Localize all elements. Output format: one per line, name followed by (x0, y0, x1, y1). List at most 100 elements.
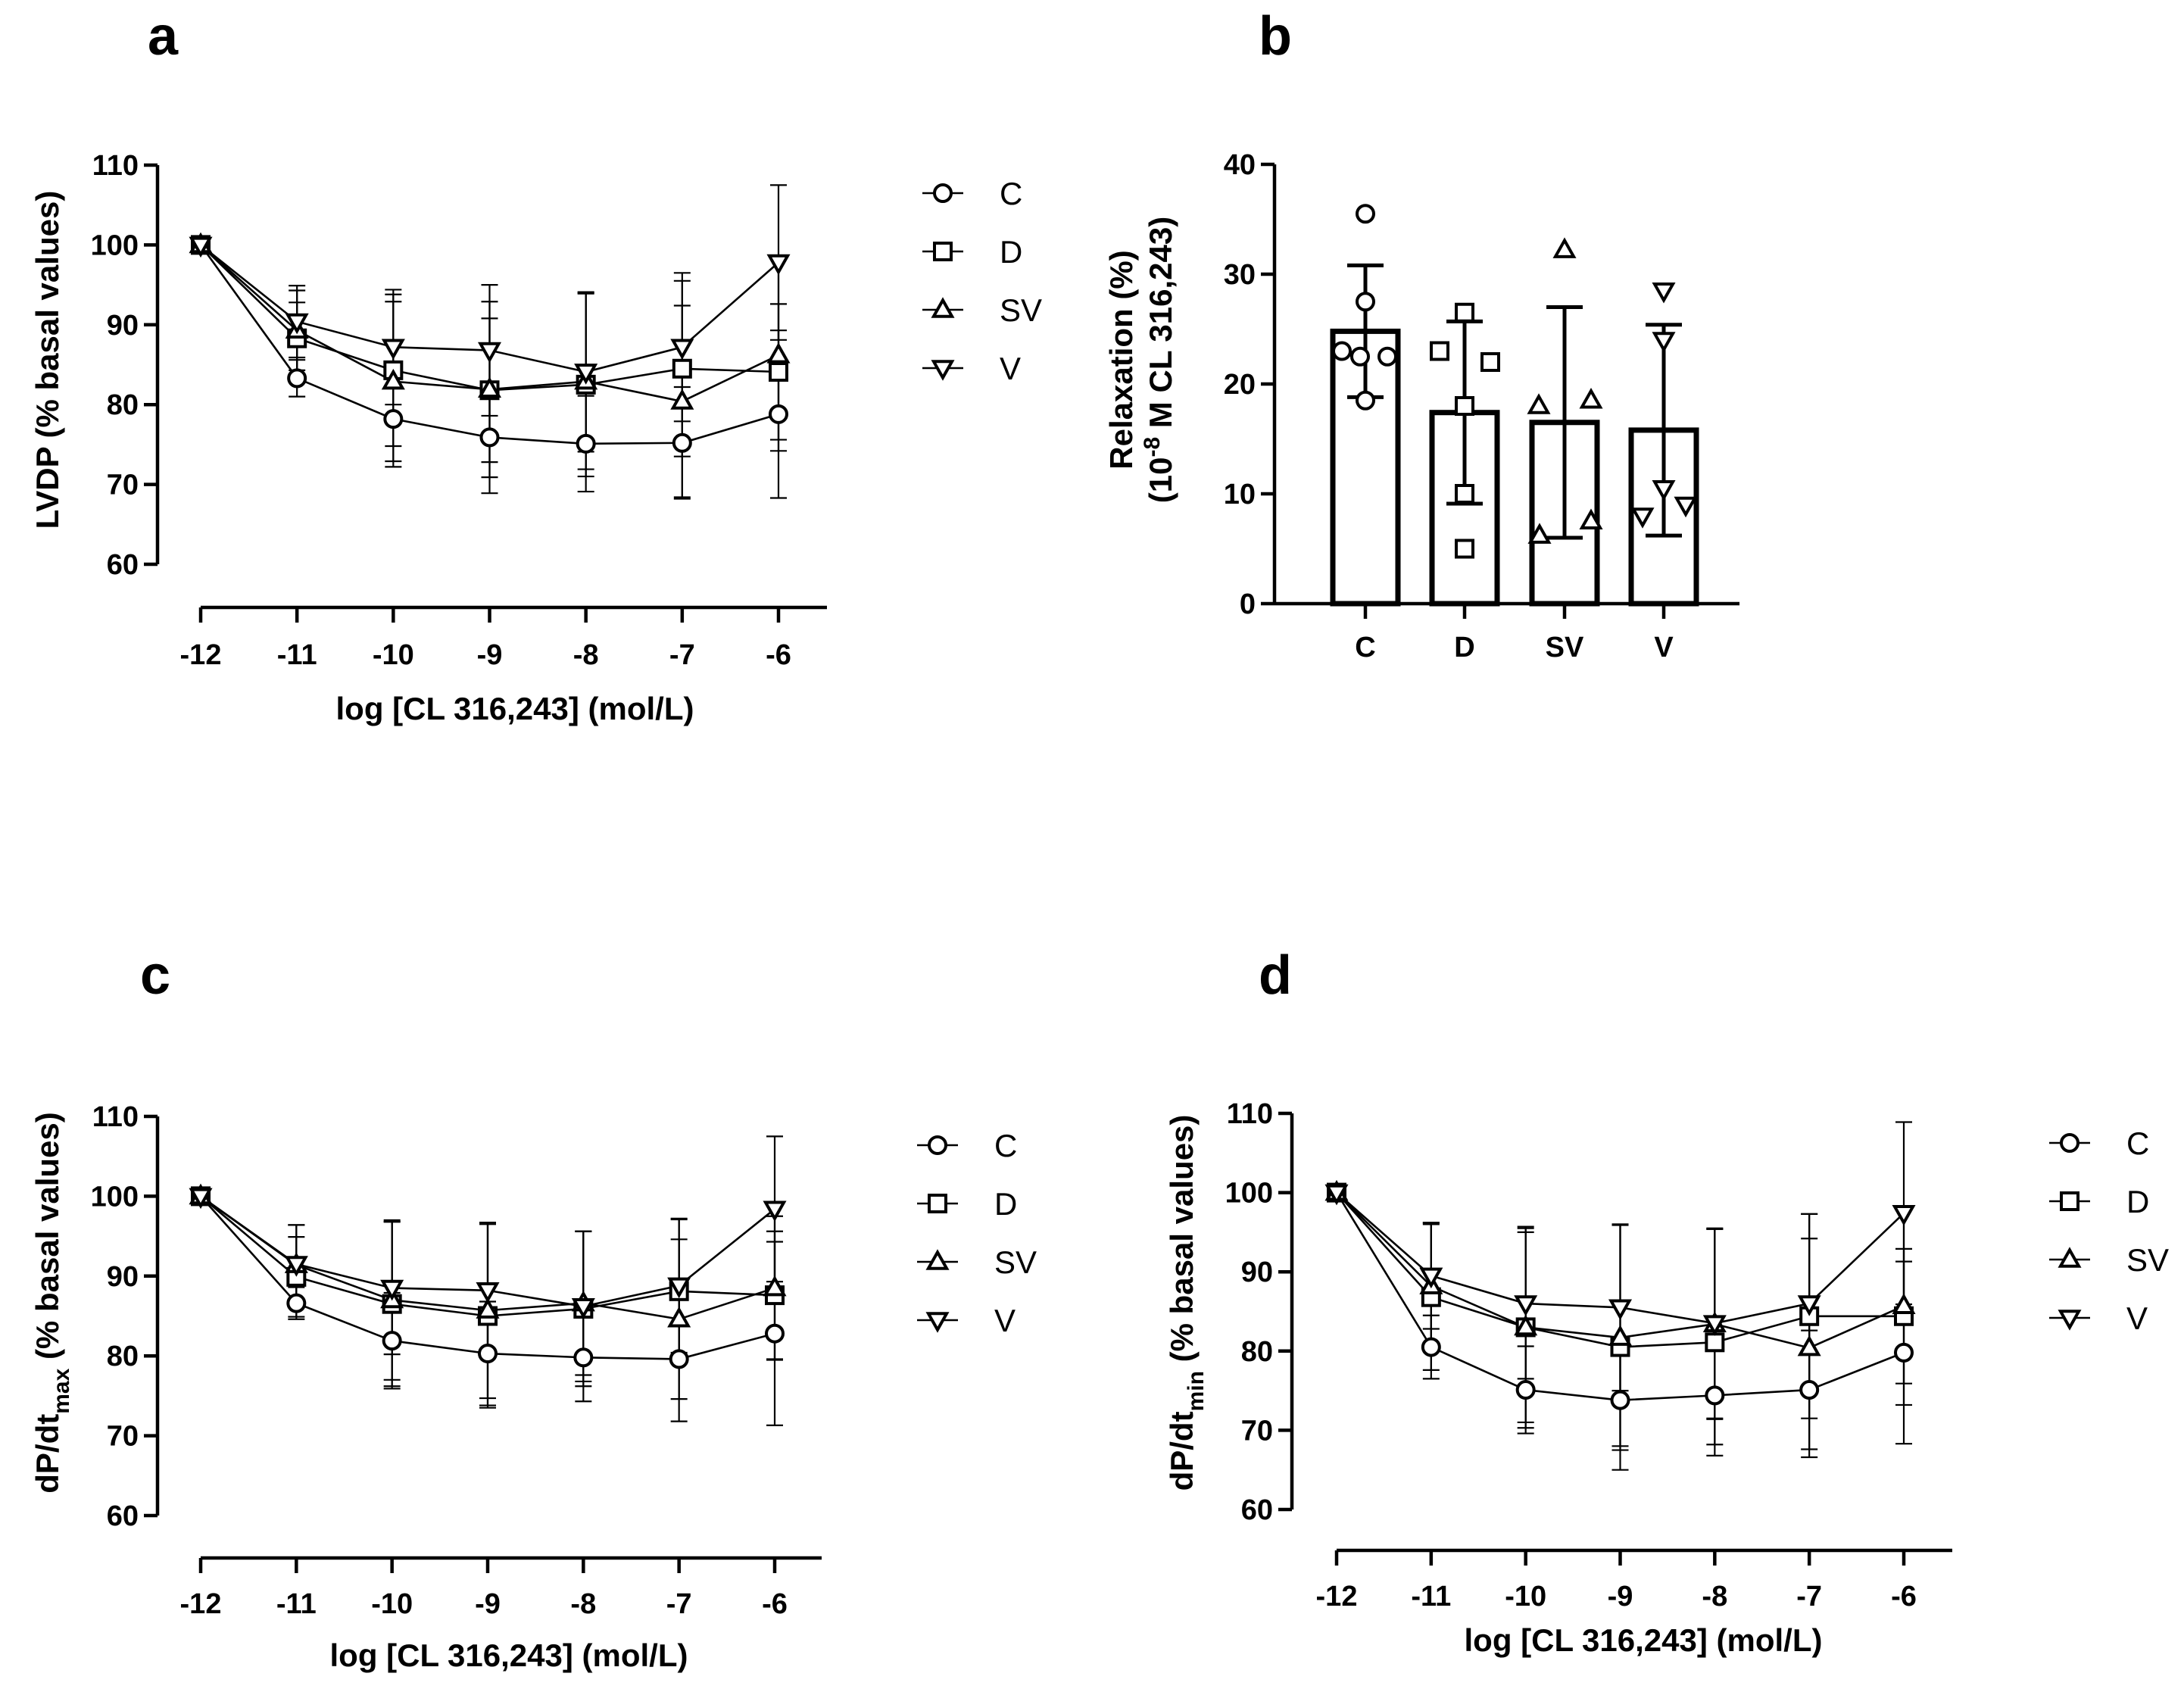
data-point-C (287, 368, 307, 389)
scatter-point-D (1455, 539, 1474, 559)
data-point-SV (1608, 1325, 1633, 1346)
x-tick-label: -9 (477, 639, 503, 671)
x-tick-label: -10 (1505, 1581, 1546, 1613)
data-point-V (1324, 1184, 1349, 1206)
legend-item-D: D (2049, 1184, 2149, 1219)
y-tick-label: 30 (1224, 259, 1256, 291)
y-tick-label: 60 (107, 1500, 139, 1532)
data-point-V (574, 364, 598, 385)
legend-d: CD SV V (2049, 1125, 2169, 1336)
scatter-point-C (1332, 341, 1352, 361)
x-tick-label: -9 (1608, 1581, 1633, 1613)
legend-label-D: D (1000, 234, 1022, 270)
data-point-SV (667, 1306, 691, 1328)
x-axis-title-a: log [CL 316,243] (mol/L) (336, 691, 694, 726)
x-tick-label: -11 (1411, 1581, 1451, 1613)
scatter-point-V (1652, 479, 1676, 501)
data-point-V (285, 313, 309, 335)
y-tick-label: 100 (1225, 1178, 1273, 1210)
legend-item-SV: SV (922, 292, 1042, 328)
y-axis-title-b-line1: Relaxation (%) (1103, 250, 1139, 469)
legend-label-V: V (2126, 1300, 2148, 1336)
data-point-V (284, 1256, 308, 1277)
y-tick-label: 0 (1240, 588, 1256, 620)
scatter-point-D (1455, 484, 1474, 504)
x-tick-label: -6 (766, 639, 791, 671)
y-tick-label: 110 (92, 150, 139, 182)
legend-c: CD SV V (917, 1128, 1037, 1338)
data-point-V (667, 1277, 691, 1299)
y-axis-title-c-subscript: max (49, 1368, 74, 1413)
scatter-point-C (1356, 390, 1375, 411)
legend-label-SV: SV (994, 1244, 1037, 1280)
legend-marker-C (2060, 1133, 2079, 1153)
x-tick-label: -6 (1891, 1581, 1917, 1613)
y-axis-title-b-superscript: -8 (1140, 437, 1165, 457)
data-point-SV (766, 342, 791, 364)
legend-marker-D (2060, 1191, 2079, 1211)
plot-area-b: 0 10 20 30 40 C D SV V (1224, 149, 1739, 663)
y-axis-title-d-prefix: dP/dt (1164, 1411, 1200, 1491)
data-point-C (479, 427, 500, 448)
panel-letter-b: b (1259, 6, 1292, 67)
category-label-SV: SV (1546, 632, 1584, 663)
legend-marker-V (925, 1312, 950, 1333)
y-axis-title-d-suffix: (% basal values) (1164, 1115, 1200, 1371)
y-axis-title-c-prefix: dP/dt (30, 1414, 65, 1494)
legend-item-V: V (917, 1303, 1016, 1338)
x-tick-label: -10 (371, 1588, 413, 1620)
y-axis-title-d: dP/dtmin (% basal values) (1164, 1115, 1209, 1491)
scatter-point-SV (1579, 388, 1603, 409)
y-axis-title-a: LVDP (% basal values) (30, 191, 65, 529)
data-point-SV (1892, 1293, 1916, 1314)
panel-letter-a: a (148, 6, 179, 67)
data-point-SV (477, 376, 502, 398)
data-point-V (477, 342, 502, 364)
legend-label-V: V (1000, 351, 1021, 386)
data-point-V (189, 236, 213, 258)
y-tick-label: 80 (107, 389, 139, 421)
data-point-V (381, 339, 405, 361)
y-axis-title-c-suffix: (% basal values) (30, 1112, 65, 1368)
y-tick-label: 60 (107, 549, 139, 581)
panel-d: dP/dtmin (% basal values) log [CL 316,24… (1164, 1098, 1952, 1658)
x-tick-label: -11 (276, 1588, 317, 1620)
legend-label-C: C (2126, 1125, 2149, 1161)
x-tick-label: -9 (475, 1588, 501, 1620)
data-point-V (766, 254, 791, 276)
scatter-point-SV (1579, 508, 1603, 530)
scatter-point-V (1652, 282, 1676, 304)
data-point-D (672, 358, 692, 379)
legend-item-D: D (917, 1186, 1017, 1222)
panel-b: Relaxation (%) (10-8 M CL 316,243) 0 10 20… (1103, 149, 1739, 663)
x-axis-title-d: log [CL 316,243] (mol/L) (1465, 1622, 1823, 1658)
legend-label-V: V (994, 1303, 1016, 1338)
x-tick-label: -10 (373, 639, 414, 671)
y-tick-label: 60 (1241, 1494, 1273, 1526)
y-axis-title-b-prefix: (10 (1143, 457, 1178, 504)
data-point-D (769, 361, 788, 382)
x-tick-label: -8 (570, 1588, 596, 1620)
x-tick-label: -7 (669, 639, 695, 671)
data-point-V (670, 339, 694, 361)
plot-area-d: 60 70 80 90 100 110 -12 -11 -10 -9 -8 -7 -6 (1225, 1098, 1952, 1613)
legend-label-D: D (2126, 1184, 2149, 1219)
x-tick-label: -6 (762, 1588, 788, 1620)
x-tick-label: -11 (277, 639, 317, 671)
legend-item-V: V (922, 351, 1021, 386)
scatter-point-C (1356, 204, 1375, 224)
scatter-point-D (1455, 302, 1474, 323)
y-tick-label: 20 (1224, 369, 1256, 401)
x-tick-label: -8 (573, 639, 599, 671)
scatter-point-V (1674, 496, 1698, 518)
y-axis-title-c: dP/dtmax (% basal values) (30, 1112, 74, 1494)
legend-marker-SV (2058, 1247, 2082, 1268)
scatter-point-V (1630, 507, 1655, 529)
legend-label-D: D (994, 1186, 1017, 1222)
data-point-C (286, 1293, 307, 1313)
legend-item-C: C (917, 1128, 1017, 1163)
scatter-point-SV (1527, 523, 1552, 544)
legend-item-SV: SV (2049, 1242, 2169, 1278)
x-tick-label: -7 (666, 1588, 692, 1620)
legend-marker-C (928, 1135, 947, 1155)
